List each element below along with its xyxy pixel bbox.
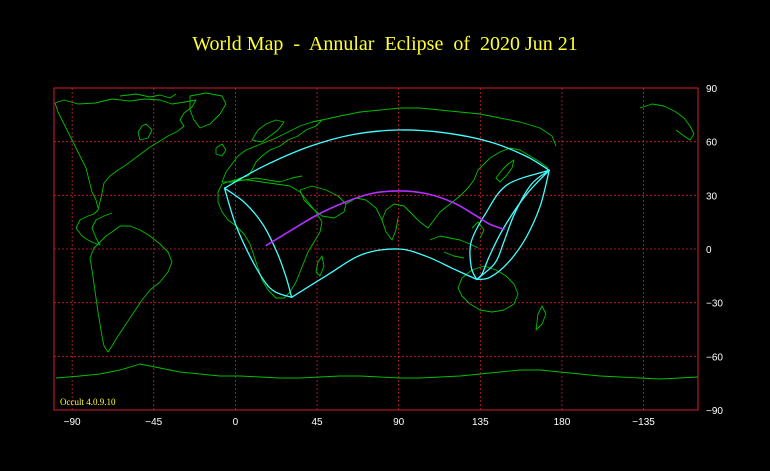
y-tick-label: 90 (706, 84, 718, 95)
x-tick-label: 90 (393, 417, 405, 428)
coast-north-america-west (54, 102, 99, 209)
eclipse-east-limit (476, 169, 550, 281)
coast-britain (215, 143, 227, 157)
software-version-label: Occult 4.0.9.10 (60, 397, 116, 407)
eclipse-central-line (265, 190, 505, 247)
coast-southeast-asia-islands (429, 221, 485, 259)
coastlines (54, 92, 699, 380)
y-tick-label: −90 (706, 406, 723, 417)
eclipse-path (223, 129, 550, 298)
y-tick-label: 30 (706, 191, 718, 202)
coast-madagascar (315, 255, 325, 277)
eclipse-northern-limit (223, 129, 550, 189)
coast-asia-south (345, 147, 549, 229)
eclipse-southern-limit (290, 248, 478, 298)
coast-arabia (299, 185, 347, 219)
coast-europe (221, 119, 323, 183)
coast-new-zealand (535, 305, 547, 331)
y-tick-label: −60 (706, 352, 723, 363)
x-tick-label: 0 (233, 417, 239, 428)
coast-south-america (89, 225, 173, 353)
coast-mediterranean (231, 175, 303, 183)
eclipse-east-limit (469, 169, 550, 281)
coast-arctic-islands (119, 93, 177, 99)
x-axis-ticks: −90 −45 0 45 90 135 180 −135 (64, 417, 656, 428)
coast-greenland (189, 92, 227, 129)
coast-scandinavia (251, 119, 285, 143)
x-tick-label: 180 (554, 417, 571, 428)
graticule (54, 88, 698, 410)
coast-alaska-east (639, 103, 695, 141)
eclipse-east-limit (476, 169, 550, 281)
coast-hudson-bay (137, 123, 153, 141)
map-title: World Map - Annular Eclipse of 2020 Jun … (192, 33, 578, 55)
eclipse-west-limit (223, 187, 293, 298)
coast-japan (495, 159, 515, 183)
y-tick-label: 60 (706, 138, 718, 149)
y-tick-label: 0 (706, 245, 712, 256)
y-tick-label: −30 (706, 299, 723, 310)
eclipse-east-limit (476, 169, 550, 281)
x-tick-label: 45 (311, 417, 323, 428)
eclipse-west-limit (223, 187, 293, 298)
x-tick-label: −90 (64, 417, 81, 428)
coast-antarctica (55, 363, 699, 380)
x-tick-label: 135 (472, 417, 489, 428)
x-tick-label: −135 (632, 417, 655, 428)
y-axis-ticks: 90 60 30 0 −30 −60 −90 (706, 84, 723, 417)
coast-north-america (54, 98, 197, 246)
coast-india-peninsula (381, 217, 399, 241)
x-tick-label: −45 (145, 417, 162, 428)
coast-australia (457, 265, 519, 313)
coast-africa (217, 179, 323, 299)
coast-asia-north (321, 107, 557, 147)
